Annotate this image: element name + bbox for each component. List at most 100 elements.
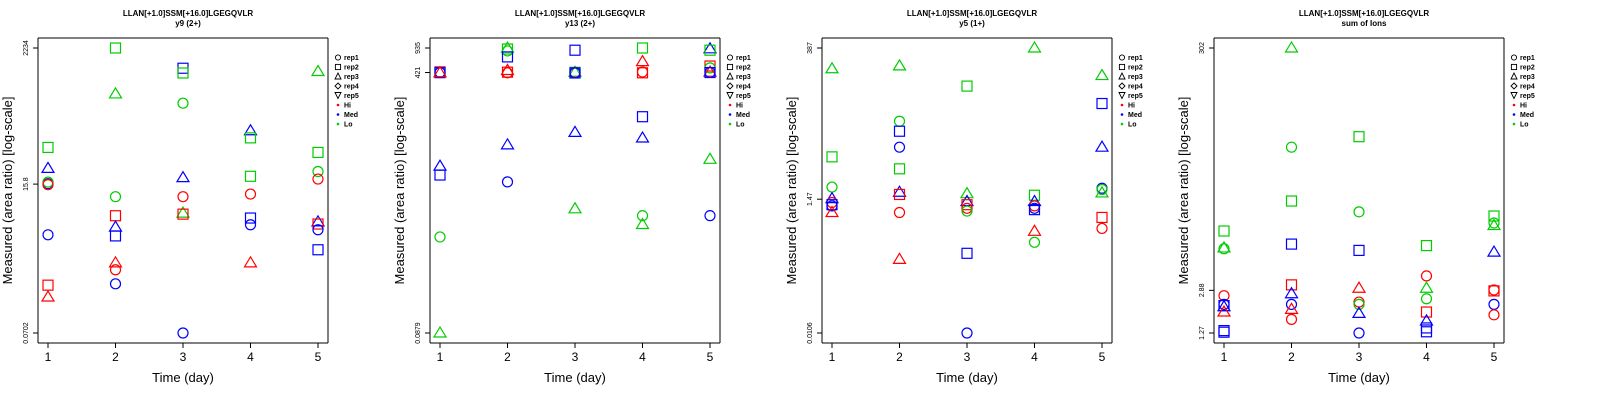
- data-point: [1094, 68, 1110, 81]
- legend-marker: [1510, 92, 1518, 100]
- data-point: [243, 123, 258, 136]
- data-point: [42, 141, 54, 154]
- data-point: [177, 191, 189, 203]
- x-tick-label: 4: [1031, 350, 1038, 364]
- x-axis-label: Time (day): [152, 370, 214, 385]
- y-axis-label: Measured (area ratio) [log-scale]: [0, 97, 15, 285]
- y-tick-label: 15.8: [23, 177, 30, 191]
- data-point: [893, 188, 906, 201]
- x-tick-label: 1: [1221, 350, 1228, 364]
- data-point: [702, 152, 718, 164]
- data-point: [1488, 298, 1500, 310]
- data-point: [177, 208, 189, 220]
- data-point: [1353, 244, 1365, 257]
- data-point: [893, 206, 906, 219]
- data-point: [177, 67, 189, 79]
- data-point: [1353, 298, 1365, 310]
- data-point: [244, 170, 257, 182]
- data-point: [310, 64, 326, 77]
- data-point: [702, 41, 718, 54]
- data-point: [244, 132, 257, 144]
- data-point: [1351, 281, 1367, 293]
- legend-label: rep1: [344, 55, 359, 62]
- data-point: [1218, 243, 1230, 255]
- y-tick-label: 421: [415, 67, 422, 79]
- data-point: [892, 252, 907, 264]
- x-tick-label: 4: [247, 350, 254, 364]
- data-point: [569, 67, 581, 79]
- data-point: [893, 163, 906, 175]
- data-point: [312, 224, 324, 236]
- legend-dot: [728, 122, 732, 126]
- data-point: [434, 231, 446, 243]
- data-point: [109, 42, 122, 54]
- data-point: [1094, 185, 1110, 198]
- legend-marker: [1118, 92, 1126, 100]
- data-point: [1285, 238, 1298, 250]
- legend-label: rep1: [1128, 55, 1143, 62]
- data-point: [893, 115, 906, 127]
- x-tick-label: 3: [180, 350, 187, 364]
- data-point: [1096, 97, 1108, 110]
- data-point: [1285, 195, 1298, 207]
- y-tick-label: 2.88: [1199, 283, 1206, 297]
- x-tick-label: 1: [829, 350, 836, 364]
- data-point: [42, 176, 54, 188]
- y-tick-label: 302: [1199, 42, 1206, 54]
- legend-label: Hi: [1520, 103, 1527, 110]
- data-point: [501, 51, 514, 63]
- data-point: [108, 255, 123, 268]
- data-point: [501, 176, 514, 188]
- data-point: [40, 161, 56, 173]
- data-point: [567, 65, 583, 77]
- data-point: [1218, 326, 1230, 338]
- legend-dot: [728, 103, 732, 107]
- data-point: [177, 97, 189, 109]
- x-tick-label: 2: [112, 350, 119, 364]
- chart-subtitle: sum of Ions: [1342, 19, 1387, 28]
- legend-label: Med: [736, 112, 750, 119]
- legend-label: rep4: [1128, 84, 1143, 91]
- data-point: [892, 58, 907, 71]
- data-point: [1216, 304, 1232, 317]
- data-point: [109, 264, 122, 276]
- legend-dot: [1120, 103, 1124, 107]
- data-point: [109, 278, 122, 290]
- legend-marker: [1118, 82, 1126, 90]
- legend-dot: [336, 122, 340, 126]
- chart-title: LLAN[+1.0]SSM[+16.0]LGEGQVLR: [123, 9, 253, 18]
- data-point: [569, 44, 581, 56]
- x-tick-label: 5: [707, 350, 714, 364]
- data-point: [1094, 140, 1110, 152]
- x-tick-label: 3: [572, 350, 579, 364]
- data-point: [1353, 296, 1365, 308]
- legend-dot: [728, 113, 732, 116]
- data-point: [702, 64, 718, 77]
- data-point: [1419, 281, 1434, 293]
- legend-dot: [1120, 113, 1124, 116]
- data-point: [636, 66, 649, 78]
- x-axis-label: Time (day): [936, 370, 998, 385]
- legend-marker: [726, 92, 734, 100]
- y-tick-label: 387: [807, 42, 814, 54]
- data-point: [892, 185, 907, 197]
- data-point: [1488, 217, 1500, 229]
- data-point: [500, 137, 515, 150]
- data-point: [1486, 244, 1502, 257]
- data-point: [1353, 131, 1365, 143]
- legend-dot: [1512, 103, 1516, 107]
- y-tick-label: 1.47: [807, 192, 814, 206]
- data-point: [1216, 299, 1232, 312]
- data-point: [108, 86, 123, 99]
- legend-label: rep3: [1520, 74, 1535, 81]
- data-point: [1284, 286, 1299, 299]
- data-point: [636, 67, 649, 79]
- legend-label: rep1: [736, 55, 751, 62]
- legend-label: rep4: [736, 84, 751, 91]
- data-point: [893, 125, 906, 137]
- data-point: [1488, 285, 1500, 297]
- x-tick-label: 1: [45, 350, 52, 364]
- data-point: [175, 205, 191, 218]
- data-point: [175, 170, 191, 183]
